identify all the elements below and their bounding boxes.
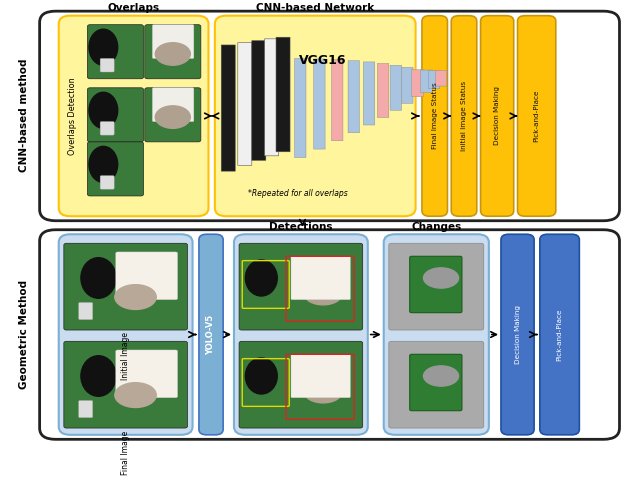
Text: Decision Making: Decision Making — [494, 86, 500, 145]
Ellipse shape — [89, 29, 118, 65]
Ellipse shape — [156, 43, 190, 65]
FancyBboxPatch shape — [145, 24, 201, 79]
FancyBboxPatch shape — [64, 341, 188, 428]
FancyBboxPatch shape — [100, 59, 114, 72]
FancyBboxPatch shape — [152, 88, 194, 121]
FancyBboxPatch shape — [40, 230, 620, 439]
FancyBboxPatch shape — [264, 39, 278, 156]
FancyBboxPatch shape — [378, 63, 389, 118]
FancyBboxPatch shape — [401, 67, 413, 103]
Text: Overlaps Detection: Overlaps Detection — [68, 77, 77, 155]
Text: YOLO-V5: YOLO-V5 — [207, 314, 216, 355]
FancyBboxPatch shape — [116, 252, 177, 300]
FancyBboxPatch shape — [364, 62, 375, 125]
FancyBboxPatch shape — [238, 43, 252, 165]
FancyBboxPatch shape — [145, 88, 201, 142]
FancyBboxPatch shape — [420, 70, 432, 93]
FancyBboxPatch shape — [221, 45, 236, 171]
Text: Final Image: Final Image — [121, 430, 130, 475]
FancyBboxPatch shape — [501, 234, 534, 435]
FancyBboxPatch shape — [64, 243, 188, 330]
Ellipse shape — [89, 92, 118, 128]
FancyBboxPatch shape — [435, 70, 447, 86]
FancyBboxPatch shape — [88, 88, 143, 142]
Ellipse shape — [81, 356, 116, 396]
FancyBboxPatch shape — [88, 142, 143, 196]
FancyBboxPatch shape — [314, 59, 325, 149]
Text: Initial Image Status: Initial Image Status — [461, 81, 467, 151]
FancyBboxPatch shape — [384, 234, 489, 435]
FancyBboxPatch shape — [234, 234, 368, 435]
FancyBboxPatch shape — [215, 16, 415, 216]
Text: Pick-and-Place: Pick-and-Place — [557, 308, 563, 361]
FancyBboxPatch shape — [152, 24, 194, 59]
FancyBboxPatch shape — [540, 234, 579, 435]
FancyBboxPatch shape — [410, 354, 462, 411]
Ellipse shape — [245, 260, 277, 296]
FancyBboxPatch shape — [481, 16, 514, 216]
FancyBboxPatch shape — [276, 37, 290, 152]
FancyBboxPatch shape — [410, 256, 462, 312]
FancyBboxPatch shape — [332, 60, 343, 141]
Text: Decision Making: Decision Making — [515, 305, 520, 364]
FancyBboxPatch shape — [348, 60, 360, 133]
Ellipse shape — [89, 146, 118, 182]
Ellipse shape — [304, 282, 342, 305]
FancyBboxPatch shape — [100, 176, 114, 189]
Text: Geometric Method: Geometric Method — [19, 280, 29, 389]
FancyBboxPatch shape — [88, 24, 143, 79]
Ellipse shape — [304, 380, 342, 403]
Text: VGG16: VGG16 — [300, 54, 347, 67]
FancyBboxPatch shape — [389, 243, 484, 330]
Text: CNN-based method: CNN-based method — [19, 59, 29, 172]
Ellipse shape — [81, 258, 116, 298]
Ellipse shape — [156, 106, 190, 128]
Ellipse shape — [245, 358, 277, 394]
Ellipse shape — [424, 366, 459, 386]
FancyBboxPatch shape — [199, 234, 223, 435]
Text: Final Image Status: Final Image Status — [432, 83, 438, 149]
Ellipse shape — [115, 383, 156, 408]
FancyBboxPatch shape — [116, 350, 177, 398]
Text: Overlaps: Overlaps — [108, 3, 159, 13]
FancyBboxPatch shape — [79, 400, 93, 418]
FancyBboxPatch shape — [40, 11, 620, 221]
FancyBboxPatch shape — [428, 71, 440, 89]
Ellipse shape — [115, 285, 156, 310]
FancyBboxPatch shape — [252, 41, 266, 160]
FancyBboxPatch shape — [239, 243, 363, 330]
Text: Initial Image: Initial Image — [121, 332, 130, 380]
FancyBboxPatch shape — [389, 341, 484, 428]
FancyBboxPatch shape — [412, 70, 423, 96]
FancyBboxPatch shape — [291, 354, 350, 398]
FancyBboxPatch shape — [100, 121, 114, 135]
FancyBboxPatch shape — [422, 16, 447, 216]
FancyBboxPatch shape — [294, 59, 306, 157]
FancyBboxPatch shape — [59, 16, 209, 216]
Text: Changes: Changes — [411, 222, 461, 232]
FancyBboxPatch shape — [79, 302, 93, 320]
Ellipse shape — [424, 268, 459, 288]
Text: Detections: Detections — [269, 222, 333, 232]
FancyBboxPatch shape — [239, 341, 363, 428]
FancyBboxPatch shape — [390, 65, 401, 110]
Text: CNN-based Network: CNN-based Network — [256, 3, 374, 13]
Text: *Repeated for all overlaps: *Repeated for all overlaps — [248, 189, 348, 198]
FancyBboxPatch shape — [291, 256, 350, 300]
FancyBboxPatch shape — [451, 16, 477, 216]
FancyBboxPatch shape — [518, 16, 556, 216]
FancyBboxPatch shape — [59, 234, 193, 435]
Text: Pick-and-Place: Pick-and-Place — [534, 90, 540, 142]
